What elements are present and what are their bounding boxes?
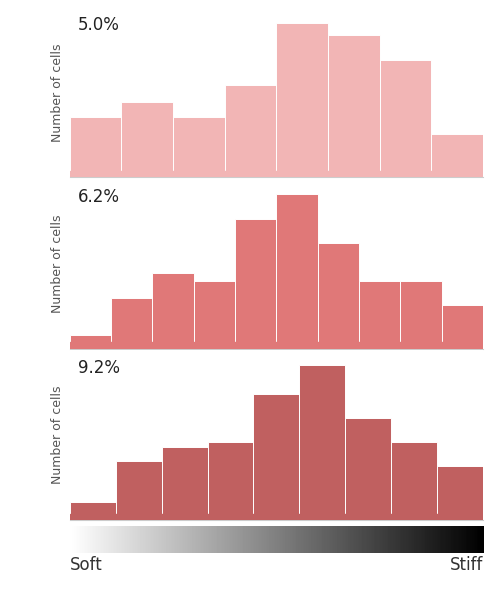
- Y-axis label: Number of cells: Number of cells: [51, 386, 64, 484]
- Text: Stiff: Stiff: [450, 556, 483, 574]
- Bar: [70, 343, 483, 349]
- Bar: [391, 442, 437, 514]
- Bar: [437, 466, 483, 514]
- Text: Soft: Soft: [70, 556, 103, 574]
- Bar: [235, 219, 276, 343]
- Bar: [253, 394, 299, 514]
- Bar: [70, 514, 483, 520]
- Bar: [111, 298, 152, 343]
- Bar: [442, 305, 483, 343]
- Bar: [276, 194, 318, 343]
- Y-axis label: Number of cells: Number of cells: [51, 43, 64, 142]
- Bar: [400, 281, 442, 343]
- Bar: [122, 102, 173, 171]
- Bar: [299, 365, 345, 514]
- Bar: [345, 418, 391, 514]
- Bar: [318, 243, 359, 343]
- Y-axis label: Number of cells: Number of cells: [51, 215, 64, 313]
- Text: 9.2%: 9.2%: [78, 359, 120, 377]
- Bar: [152, 273, 194, 343]
- Bar: [194, 281, 235, 343]
- Text: 5.0%: 5.0%: [78, 16, 120, 34]
- Bar: [379, 59, 431, 171]
- Bar: [173, 117, 225, 171]
- Bar: [359, 281, 400, 343]
- Bar: [431, 134, 483, 171]
- Bar: [208, 442, 253, 514]
- Bar: [116, 461, 161, 514]
- Bar: [276, 23, 328, 171]
- Bar: [70, 335, 111, 343]
- Bar: [70, 171, 483, 177]
- Bar: [328, 35, 379, 171]
- Bar: [225, 85, 276, 171]
- Bar: [70, 117, 122, 171]
- Bar: [161, 447, 208, 514]
- Bar: [70, 502, 116, 514]
- Text: 6.2%: 6.2%: [78, 188, 120, 206]
